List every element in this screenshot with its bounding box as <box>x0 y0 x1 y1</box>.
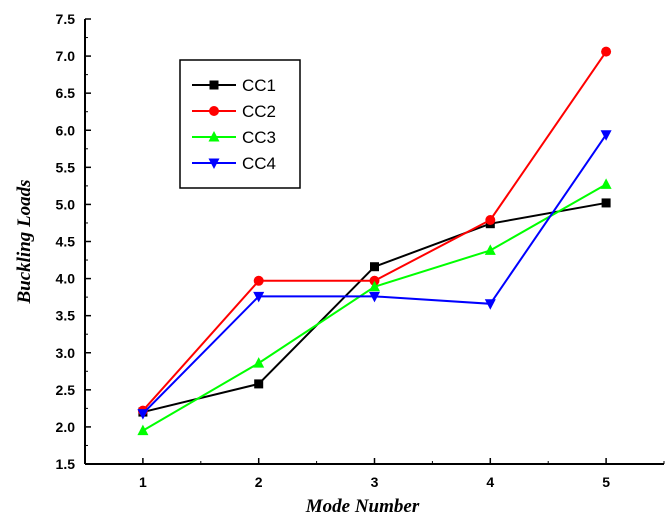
y-tick-label: 4.5 <box>56 234 76 250</box>
data-point-cc4 <box>137 409 149 420</box>
series-layer <box>137 46 612 436</box>
y-tick-label: 5.0 <box>56 196 76 212</box>
y-tick-label: 7.5 <box>56 11 76 27</box>
data-point-cc3 <box>369 280 380 292</box>
legend-marker-cc3 <box>208 131 220 142</box>
data-point-cc1 <box>601 198 611 208</box>
y-tick-label: 1.5 <box>56 456 76 472</box>
data-point-cc1 <box>254 379 264 389</box>
x-tick-label: 4 <box>486 474 494 490</box>
series-line-cc3 <box>142 183 607 432</box>
x-tick-label: 2 <box>255 474 263 490</box>
legend-label-cc4: CC4 <box>242 154 276 173</box>
x-tick-label: 1 <box>139 474 147 490</box>
y-tick-label: 6.5 <box>56 85 76 101</box>
data-point-cc4 <box>369 291 380 303</box>
series-line-cc1 <box>142 201 607 414</box>
data-point-cc2 <box>485 214 496 225</box>
x-tick-label: 3 <box>371 474 379 490</box>
data-point-cc4 <box>600 130 612 141</box>
y-tick-label: 4.0 <box>56 271 76 287</box>
plot-axes: 1.5 2.0 2.5 3.0 3.5 4.0 4.5 5.0 5.5 6.0 6.5 7.0 7.5 1… <box>56 11 665 490</box>
data-point-cc4 <box>484 299 496 310</box>
data-point-cc3 <box>484 244 496 255</box>
y-tick-label: 3.0 <box>56 345 76 361</box>
series-cc4 <box>137 130 612 420</box>
y-tick-label: 2.0 <box>56 419 76 435</box>
y-tick-label: 5.5 <box>56 159 76 175</box>
data-point-cc3 <box>600 178 612 189</box>
legend-marker-cc4 <box>208 158 220 169</box>
legend-label-cc2: CC2 <box>242 102 276 121</box>
y-tick-label: 2.5 <box>56 382 76 398</box>
legend-marker-cc1 <box>209 80 219 90</box>
legend: CC1 CC2 CC3 CC4 <box>179 59 301 189</box>
legend-label-cc1: CC1 <box>242 76 276 95</box>
legend-marker-cc2 <box>209 106 219 116</box>
x-tick-label: 5 <box>602 474 610 490</box>
data-point-cc3 <box>253 357 265 368</box>
data-point-cc3 <box>137 424 149 436</box>
x-axis-title: Mode Number <box>305 496 420 517</box>
legend-frame <box>179 59 301 189</box>
series-cc3 <box>137 178 612 436</box>
data-point-cc1 <box>370 262 379 272</box>
y-tick-label: 6.0 <box>56 122 76 138</box>
y-tick-label: 7.0 <box>56 48 76 64</box>
legend-label-cc3: CC3 <box>242 128 276 147</box>
y-tick-label: 3.5 <box>56 308 76 324</box>
data-point-cc4 <box>253 291 265 303</box>
data-point-cc2 <box>601 46 612 57</box>
y-axis-title: Buckling Loads <box>14 179 35 304</box>
data-point-cc2 <box>253 275 264 286</box>
